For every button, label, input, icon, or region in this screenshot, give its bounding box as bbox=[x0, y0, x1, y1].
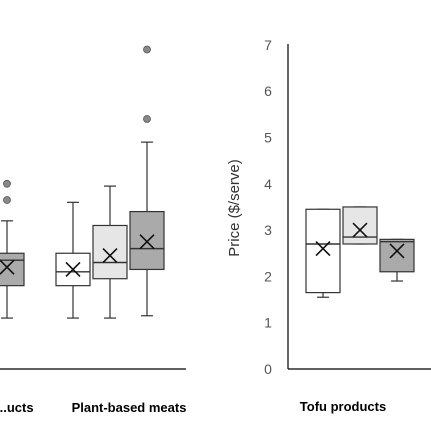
left-category-label-0: ...ucts bbox=[0, 400, 34, 415]
left-category-label-1: Plant-based meats bbox=[72, 400, 187, 415]
left-box-2 bbox=[92, 185, 128, 319]
right-box-0-mean-mark-b bbox=[315, 241, 331, 257]
left-box-3-outlier-0 bbox=[143, 115, 151, 123]
right-y-tick-label-1: 1 bbox=[264, 315, 272, 331]
left-box-1-mean-mark-b bbox=[65, 261, 81, 278]
left-box-2-box bbox=[92, 224, 128, 280]
left-box-3-mean-mark-b bbox=[139, 234, 155, 250]
left-box-0-outlier-1 bbox=[3, 179, 11, 188]
right-y-tick-label-5: 5 bbox=[264, 130, 272, 146]
left-panel: ...ucts Plant-based meats bbox=[0, 45, 187, 415]
left-box-3-box bbox=[129, 210, 165, 271]
right-box-1-box bbox=[342, 206, 378, 245]
right-y-tick-label-6: 6 bbox=[264, 83, 272, 99]
right-y-tick-label-0: 0 bbox=[264, 361, 272, 377]
left-box-1 bbox=[55, 201, 91, 319]
right-box-1 bbox=[342, 206, 378, 245]
right-box-2-box bbox=[379, 238, 415, 273]
right-box-0-box bbox=[305, 208, 341, 294]
right-box-2-mean-mark-b bbox=[389, 243, 405, 259]
right-category-label-0: Tofu products bbox=[300, 399, 386, 414]
right-box-2 bbox=[379, 238, 415, 282]
right-y-axis-title: Price ($/serve) bbox=[226, 159, 243, 257]
left-box-0 bbox=[0, 179, 25, 319]
right-panel: Price ($/serve) Tofu products 0 1 2 3 4 5 6 7 bbox=[226, 37, 431, 414]
right-y-tick-label-7: 7 bbox=[264, 37, 272, 53]
left-box-0-outlier-0 bbox=[3, 196, 11, 204]
right-box-1-mean-mark-b bbox=[352, 222, 368, 238]
right-y-tick-label-4: 4 bbox=[264, 176, 272, 192]
right-box-0 bbox=[305, 208, 341, 298]
right-y-tick-label-3: 3 bbox=[264, 222, 272, 238]
left-box-0-mean-mark-b bbox=[0, 259, 15, 275]
right-y-tick-label-2: 2 bbox=[264, 268, 272, 284]
left-box-3 bbox=[129, 45, 165, 317]
left-box-3-outlier-1 bbox=[143, 45, 151, 54]
left-box-2-mean-mark-b bbox=[102, 247, 118, 264]
